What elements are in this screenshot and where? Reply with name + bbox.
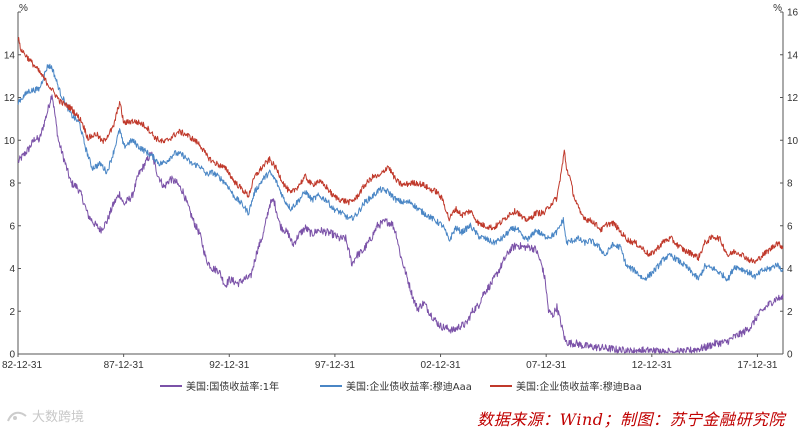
y-tick-label-left: 14 [4,50,16,61]
x-tick-label: 17-12-31 [737,360,777,371]
x-tick-label: 92-12-31 [209,360,249,371]
y-unit-label-left: % [19,3,28,14]
series-line [17,94,784,354]
series-line [17,37,784,264]
series-line [17,63,784,282]
chart-legend: 美国:国债收益率:1年 美国:企业债收益率:穆迪Aaa 美国:企业债收益率:穆迪Ba… [160,380,642,393]
watermark: 大数跨境 [6,406,84,425]
legend-label: 美国:国债收益率:1年 [186,380,279,393]
y-tick-label-left: 0 [9,350,15,361]
y-tick-label-right: 0 [787,350,793,361]
source-note: 数据来源：Wind；制图：苏宁金融研究院 [477,410,785,429]
legend-label: 美国:企业债收益率:穆迪Baa [516,380,642,393]
y-tick-label-right: 4 [787,264,793,275]
y-tick-label-left: 6 [9,221,15,232]
series-layer [17,37,784,354]
y-tick-label-right: 14 [787,50,799,61]
y-tick-label-left: 8 [9,179,15,190]
y-tick-label-right: 8 [787,179,793,190]
y-tick-label-right: 2 [787,307,793,318]
y-tick-label-right: 16 [787,8,799,19]
watermark-text: 大数跨境 [32,410,85,425]
y-tick-label-left: 10 [4,136,16,147]
x-tick-label: 07-12-31 [526,360,566,371]
x-tick-label: 82-12-31 [2,360,42,371]
x-tick-label: 02-12-31 [421,360,461,371]
y-tick-label-left: 4 [9,264,15,275]
y-unit-label-right: % [773,3,782,14]
x-tick-label: 97-12-31 [315,360,355,371]
legend-label: 美国:企业债收益率:穆迪Aaa [346,380,472,393]
y-tick-label-right: 6 [787,221,793,232]
x-tick-label: 12-12-31 [632,360,672,371]
y-tick-label-right: 10 [787,136,799,147]
y-tick-label-left: 2 [9,307,15,318]
y-tick-label-left: 12 [4,93,16,104]
chart-axes: % % 0 0 2 2 4 4 6 6 8 8 10 10 12 12 14 14 16 82-12-31 87-12-… [2,3,799,371]
x-tick-label: 87-12-31 [104,360,144,371]
watermark-logo-icon [7,411,27,421]
y-tick-label-right: 12 [787,93,799,104]
